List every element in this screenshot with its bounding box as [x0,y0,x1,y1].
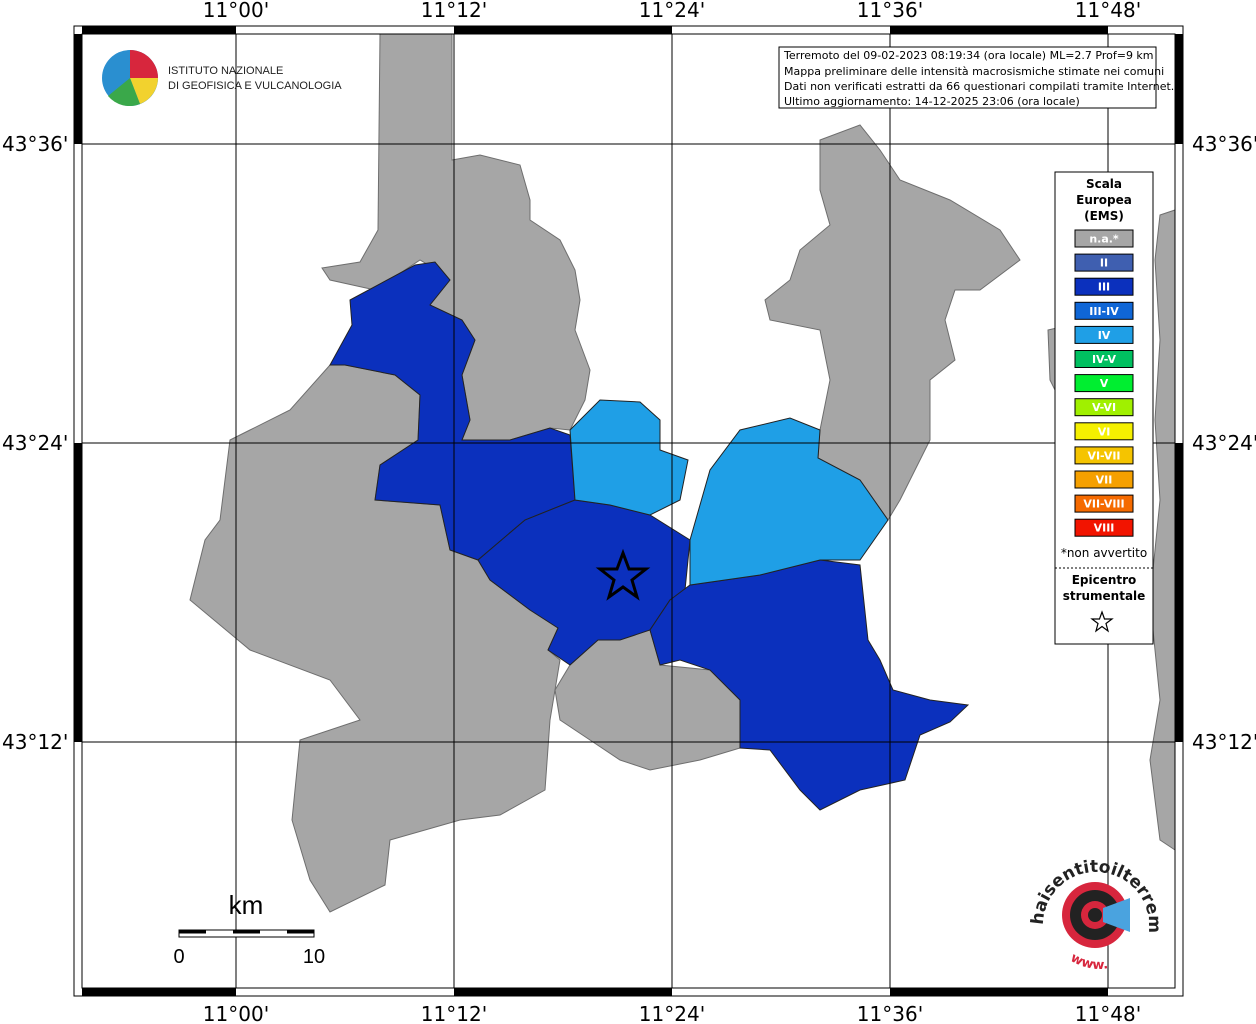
logo-text: ISTITUTO NAZIONALE [168,65,283,77]
map-frame [73,25,1184,997]
region-iii [649,559,970,811]
legend-label: VIII [1094,522,1115,535]
legend: Scala Europea (EMS) *non avvertito Epice… [1054,171,1154,645]
legend-swatch [1074,398,1134,417]
region-iv [569,399,689,516]
logo-globe [108,78,140,107]
longitude-label: 11°36' [857,0,923,22]
epicenter-star [595,548,651,601]
scale-bar-segment [287,930,314,934]
legend-label: VII-VIII [1083,498,1124,511]
info-line: Terremoto del 09-02-2023 08:19:34 (ora l… [783,49,1154,62]
legend-label: VI [1098,425,1111,438]
scale-bar-segment [233,930,260,934]
legend-star [1090,610,1114,633]
info-box: Terremoto del 09-02-2023 08:19:34 (ora l… [778,46,1174,109]
frame-bar [1175,34,1183,144]
latitude-label: 43°24' [1192,431,1256,455]
legend-epicenter: strumentale [1063,589,1146,603]
longitude-label: 11°12' [421,1002,487,1024]
logo: ISTITUTO NAZIONALE DI GEOFISICA E VULCAN… [102,50,342,107]
region-na [764,124,1021,521]
longitude-label: 11°24' [639,1002,705,1024]
frame-bar [454,988,672,996]
scale-label: 10 [303,946,325,968]
legend-label: n.a.* [1089,233,1119,246]
legend-swatch [1074,277,1134,296]
frame-bar [82,26,236,34]
latitude-label: 43°36' [2,132,68,156]
legend-title: Scala [1086,177,1122,191]
region-iv [689,417,889,586]
info-line: Mappa preliminare delle intensità macros… [784,65,1164,78]
logo-globe [130,50,158,78]
longitude-label: 11°24' [639,0,705,22]
legend-label: VI-VII [1087,449,1120,462]
badge-circle [1088,908,1102,922]
longitude-label: 11°12' [421,0,487,22]
frame-bar [82,988,236,996]
longitude-label: 11°48' [1075,1002,1141,1024]
legend-epicenter: Epicentro [1072,573,1137,587]
legend-label: III [1098,281,1110,294]
info-line: Ultimo aggiornamento: 14-12-2025 23:06 (… [784,95,1080,108]
scale-bar-segment [179,930,206,934]
latitude-label: 43°36' [1192,132,1256,156]
latitude-label: 43°24' [2,431,68,455]
legend-label: VII [1096,474,1113,487]
scale-bar: km 0 10 [173,890,325,968]
legend-swatch [1074,253,1134,272]
latitude-label: 43°12' [2,730,68,754]
badge-speaker [1103,898,1130,932]
legend-label: V [1100,377,1109,390]
legend-label: IV [1098,329,1111,342]
legend-swatch [1074,494,1134,513]
longitude-label: 11°00' [203,1002,269,1024]
legend-label: IV-V [1092,353,1117,366]
legend-swatch [1074,422,1134,441]
frame-bar [890,26,1108,34]
latitude-label: 43°12' [1192,730,1256,754]
frame-bar [890,988,1108,996]
longitude-label: 11°36' [857,1002,923,1024]
legend-label: II [1100,257,1108,270]
legend-title: Europea [1076,193,1132,207]
legend-swatch [1074,446,1134,465]
legend-title: (EMS) [1084,209,1124,223]
logo-text: DI GEOFISICA E VULCANOLOGIA [168,80,342,92]
longitude-label: 11°48' [1075,0,1141,22]
frame-bar [1175,443,1183,742]
legend-swatch [1074,301,1134,320]
frame-bar [74,443,82,742]
legend-swatch [1074,229,1134,248]
frame-bar [454,26,672,34]
legend-swatch [1074,374,1134,393]
scale-label: 0 [173,946,184,968]
info-line: Dati non verificati estratti da 66 quest… [784,80,1174,93]
legend-swatch [1074,350,1134,368]
info-box-frame [778,46,1157,109]
legend-label: V-VI [1092,401,1116,414]
logo-globe [130,78,158,104]
legend-swatch [1074,518,1134,537]
legend-swatch [1074,470,1134,489]
longitude-label: 11°00' [203,0,269,22]
legend-swatch [1074,325,1134,344]
graticule [82,34,1175,988]
scale-unit: km [229,890,264,920]
legend-note: *non avvertito [1061,546,1147,560]
frame-bar [74,34,82,144]
legend-label: III-IV [1089,305,1119,318]
